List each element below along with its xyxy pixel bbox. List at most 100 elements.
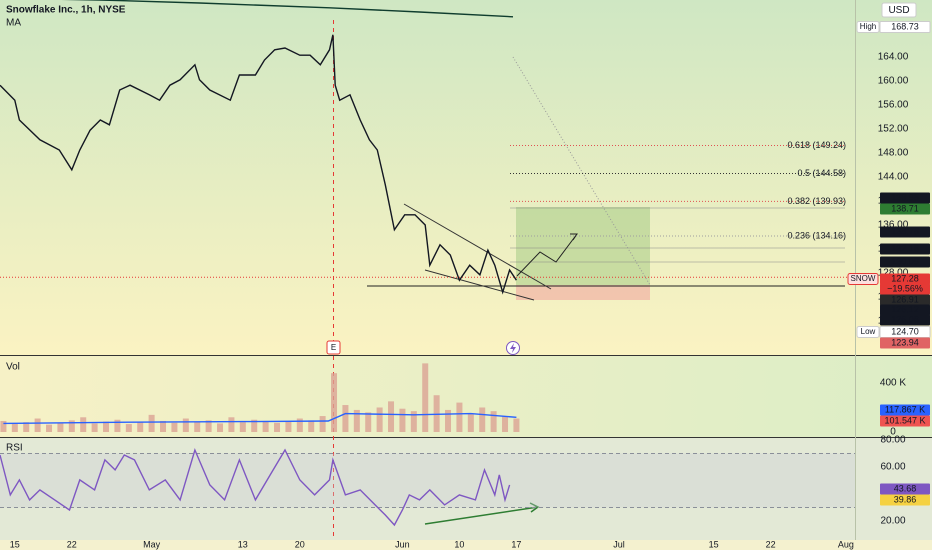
price-badge-label: 138.71	[891, 203, 919, 213]
volume-bar	[308, 420, 315, 432]
price-badge	[880, 192, 930, 204]
x-tick-label: Jul	[613, 539, 625, 549]
badge-tag-box	[847, 273, 879, 285]
price-badge	[880, 494, 930, 506]
arrow-head	[570, 233, 578, 241]
y-tick-label: 152.00	[878, 124, 909, 135]
price-badge-label: 134.75	[891, 226, 919, 236]
volume-bar	[91, 423, 98, 432]
volume-bar	[171, 422, 178, 432]
price-badge	[880, 273, 930, 285]
volume-bar	[388, 401, 395, 432]
price-badge	[880, 314, 930, 326]
volume-bar	[137, 422, 144, 432]
earnings-badge[interactable]	[326, 340, 341, 355]
rsi-band	[0, 453, 855, 508]
volume-bar	[490, 411, 497, 432]
volume-bar	[365, 412, 372, 432]
volume-bar	[433, 395, 440, 432]
indicator-label: MA	[6, 18, 21, 29]
volume-bar	[502, 416, 509, 432]
volume-bar	[410, 411, 417, 432]
x-tick-label: Jun	[395, 539, 410, 549]
series-line	[0, 34, 517, 295]
y-tick-label: 20.00	[880, 516, 905, 527]
series-line	[61, 0, 514, 18]
profit-zone	[516, 207, 650, 285]
badge-tag: Low	[861, 327, 876, 336]
rsi-panel	[0, 438, 932, 540]
volume-bar	[479, 407, 486, 432]
x-tick-label: May	[143, 539, 161, 549]
price-badge	[879, 21, 931, 33]
price-badge-label: 126.08	[891, 314, 919, 324]
price-badge-label: 130.09	[891, 256, 919, 266]
fib-label: 0.618 (149.24)	[787, 140, 846, 150]
x-tick-label: 15	[10, 539, 20, 549]
volume-bar	[148, 414, 155, 432]
x-tick-label: 10	[454, 539, 464, 549]
panel-title: Vol	[6, 362, 20, 373]
volume-bar	[103, 421, 110, 432]
volume-bar	[217, 423, 224, 432]
loss-zone	[516, 285, 650, 300]
y-tick-label: 148.00	[878, 148, 909, 159]
time-axis	[0, 540, 932, 550]
volume-bar	[353, 409, 360, 432]
trend-projection	[512, 56, 651, 286]
price-badge	[880, 283, 930, 295]
volume-bar	[34, 418, 41, 432]
volume-bar	[422, 363, 429, 432]
fib-label: 0.382 (139.93)	[787, 196, 846, 206]
volume-bar	[319, 416, 326, 432]
price-badge-label: 124.70	[891, 326, 919, 336]
x-tick-label: Aug	[838, 539, 854, 549]
volume-bar	[239, 422, 246, 432]
volume-bar	[342, 405, 349, 432]
volume-bar	[513, 418, 520, 432]
volume-bar	[376, 407, 383, 432]
volume-bar	[0, 420, 7, 432]
price-badge	[880, 304, 930, 316]
price-badge	[880, 337, 930, 349]
volume-bar	[331, 373, 338, 432]
y-tick-label: 128.00	[878, 268, 909, 279]
currency-box[interactable]	[881, 2, 917, 18]
volume-bar	[46, 424, 53, 432]
x-tick-label: 13	[238, 539, 248, 549]
price-badge	[880, 404, 930, 416]
volume-bar	[228, 417, 235, 432]
price-badge-label: 39.86	[894, 494, 917, 504]
volume-bar	[445, 409, 452, 432]
volume-bar	[251, 419, 258, 432]
x-tick-label: 20	[295, 539, 305, 549]
price-badge-label: 126.12	[891, 304, 919, 314]
plot-area	[0, 447, 855, 527]
price-badge	[880, 483, 930, 495]
volume-bar	[23, 422, 30, 432]
currency: USD	[888, 5, 909, 16]
volume-bar	[296, 418, 303, 432]
y-tick-label: 400 K	[880, 378, 906, 389]
badge-tag: High	[860, 22, 876, 31]
earnings-icon: E	[331, 343, 336, 352]
plot-area	[0, 363, 520, 432]
volume-bar	[68, 420, 75, 432]
price-badge-label: 132.18	[891, 243, 919, 253]
volume-bar	[114, 419, 121, 432]
price-badge-label: 123.94	[891, 337, 919, 347]
volume-bar	[57, 422, 64, 432]
price-badge	[880, 203, 930, 215]
badge-tag: SNOW	[851, 274, 876, 283]
volume-bar	[399, 408, 406, 432]
series-line	[3, 412, 517, 425]
volume-bar	[11, 423, 18, 432]
price-badge-label: 101.547 K	[884, 415, 925, 425]
y-tick-label: 160.00	[878, 76, 909, 87]
divergence-line	[424, 506, 539, 525]
badge-tag-box	[856, 326, 880, 338]
volume-bar	[285, 421, 292, 432]
volume-panel	[0, 356, 932, 437]
y-tick-label: 60.00	[880, 462, 905, 473]
